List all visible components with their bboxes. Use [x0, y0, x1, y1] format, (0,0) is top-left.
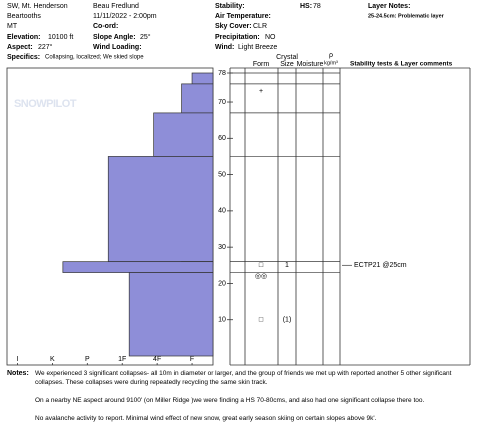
- col-rho: ρ: [329, 52, 333, 59]
- hardness-layer: [181, 83, 214, 114]
- aspect: 227°: [38, 43, 53, 51]
- datetime: 11/11/2022 - 2:00pm: [93, 13, 157, 20]
- hs-label: HS:: [300, 3, 312, 10]
- coord-label: Co-ord:: [93, 23, 118, 30]
- x-tick-label: 1F: [118, 356, 126, 363]
- wind: Light Breeze: [238, 44, 277, 51]
- stability-label: Stability:: [215, 3, 245, 10]
- table-grid: [229, 67, 471, 366]
- elevation: 10100 ft: [48, 34, 73, 41]
- hardness-layer: [128, 272, 214, 357]
- specifics-label: Specifics:: [7, 54, 40, 61]
- y-tick-label: 40: [218, 208, 226, 215]
- x-tick-label: F: [190, 356, 194, 363]
- crystal-form: □: [259, 262, 264, 269]
- col-comments: Stability tests & Layer comments: [350, 61, 453, 68]
- y-tick-label: 60: [218, 135, 226, 142]
- col-density: kg/m³: [324, 60, 338, 66]
- hardness-layer: [62, 261, 214, 273]
- specifics: Collapsing, localized; We skied slope: [45, 55, 144, 61]
- slope-label: Slope Angle:: [93, 34, 136, 41]
- aspect-label: Aspect:: [7, 44, 33, 51]
- hardness-layer: [191, 72, 214, 85]
- x-tick-label: I: [16, 356, 18, 363]
- y-tick-label: 30: [218, 244, 226, 251]
- layer-notes-title: Layer Notes:: [368, 3, 410, 10]
- precip-label: Precipitation:: [215, 34, 260, 41]
- sky-label: Sky Cover:: [215, 23, 252, 30]
- col-form: Form: [253, 61, 270, 68]
- watermark: SNOWPILOT: [14, 98, 77, 110]
- sky: CLR: [253, 23, 267, 30]
- precip: NO: [265, 34, 276, 41]
- y-tick-label: 78: [218, 70, 226, 77]
- y-tick-label: 20: [218, 280, 226, 287]
- x-tick-label: P: [85, 356, 90, 363]
- wind-loading-label: Wind Loading:: [93, 44, 142, 51]
- crystal-form: □: [259, 317, 264, 324]
- hardness-layer: [107, 156, 214, 263]
- crystal-form: +: [259, 88, 263, 95]
- note: We experienced 3 significant collapses- …: [35, 370, 452, 386]
- notes: Notes: We experienced 3 significant coll…: [7, 369, 473, 432]
- note: On a nearby NE aspect around 9100' (on M…: [35, 397, 425, 404]
- crystal-form: ◎◎: [255, 273, 267, 280]
- crystal-size: 1: [285, 262, 289, 269]
- hardness-layer: [153, 112, 214, 157]
- y-tick-label: 10: [218, 317, 226, 324]
- air-temp-label: Air Temperature:: [215, 13, 271, 20]
- state: MT: [7, 23, 18, 30]
- col-size: Size: [280, 61, 294, 68]
- col-moisture: Moisture: [297, 61, 324, 68]
- layer-note: 25-24.5cm: Problematic layer: [368, 13, 445, 19]
- elevation-label: Elevation:: [7, 34, 40, 41]
- range: Beartooths: [7, 13, 41, 20]
- hs: 78: [313, 3, 321, 10]
- notes-title: Notes:: [7, 370, 29, 377]
- x-tick-label: 4F: [153, 356, 161, 363]
- snow-profile: SW, Mt. Henderson Beartooths MT Elevatio…: [6, 3, 471, 366]
- y-tick-label: 70: [218, 99, 226, 106]
- observer: Beau Fredlund: [93, 3, 139, 10]
- stability-test: ECTP21 @25cm: [354, 262, 407, 269]
- col-crystal: Crystal: [276, 54, 298, 61]
- crystal-size: (1): [283, 317, 292, 324]
- y-tick-label: 50: [218, 171, 226, 178]
- wind-label: Wind:: [215, 44, 234, 51]
- slope: 25°: [140, 33, 151, 41]
- x-tick-label: K: [50, 356, 55, 363]
- note: No avalanche activity to report. Minimal…: [35, 415, 377, 422]
- location: SW, Mt. Henderson: [7, 3, 68, 10]
